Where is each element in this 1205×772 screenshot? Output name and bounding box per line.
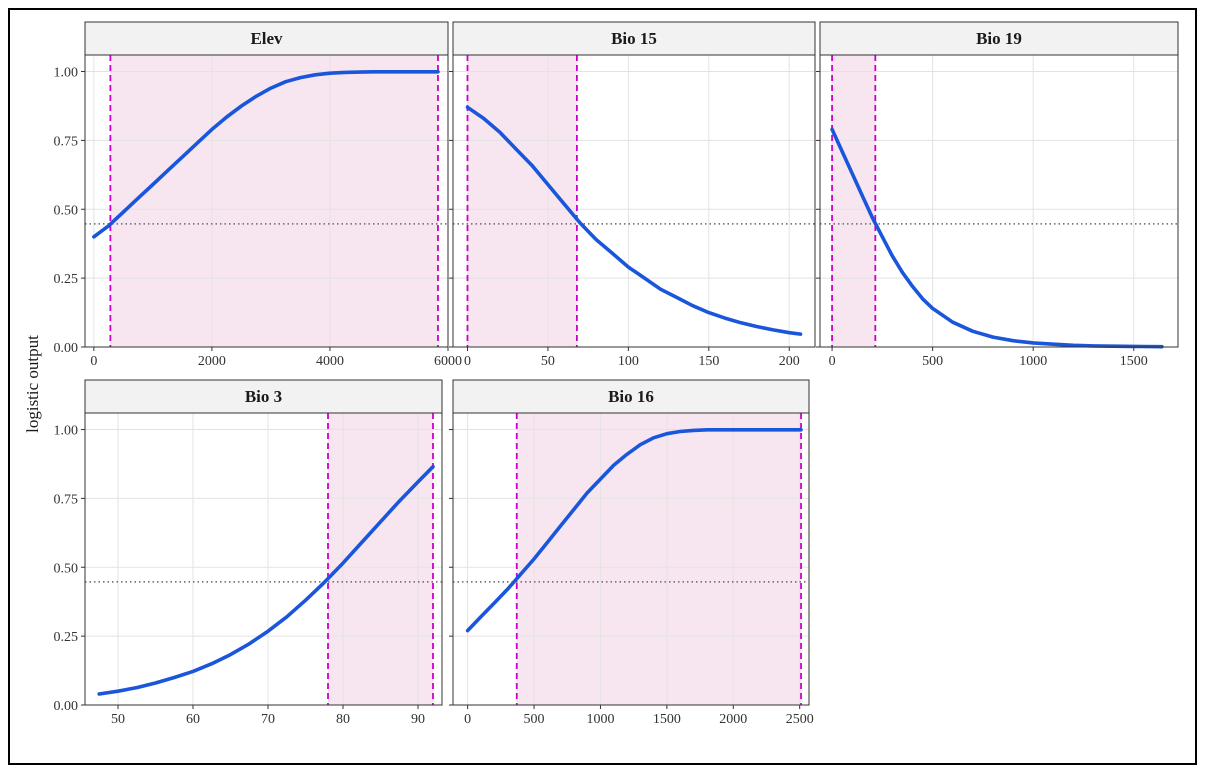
x-tick-label: 200 — [779, 354, 800, 369]
x-tick-label: 150 — [698, 354, 719, 369]
panel-strip — [819, 21, 1179, 56]
y-tick-label: 1.00 — [54, 424, 79, 439]
y-tick-label: 0.75 — [54, 134, 79, 149]
panel-title: Bio 3 — [245, 387, 282, 406]
x-tick-label: 60 — [186, 712, 200, 727]
x-tick-label: 1500 — [653, 712, 681, 727]
x-tick-label: 4000 — [316, 354, 344, 369]
y-tick-label: 0.25 — [54, 272, 79, 287]
response-curve — [92, 70, 440, 239]
panel-1: Bio 15 0 50 100 150 200 — [449, 21, 816, 369]
response-curve — [465, 105, 803, 336]
y-tick-label: 1.00 — [54, 66, 79, 81]
panel-strip — [452, 379, 810, 414]
x-tick-label: 2500 — [786, 712, 814, 727]
x-tick-label: 100 — [618, 354, 639, 369]
plot-area — [820, 55, 1178, 347]
panel-0: Elev 0 2000 4000 6000 0.00 0.25 0.50 0.75 1.00 — [54, 21, 462, 369]
panel-title: Elev — [250, 29, 283, 48]
shaded-range — [467, 55, 577, 347]
x-tick-label: 500 — [922, 354, 943, 369]
x-tick-label: 0 — [464, 354, 471, 369]
x-tick-label: 1000 — [586, 712, 614, 727]
x-tick-label: 500 — [524, 712, 545, 727]
x-tick-label: 2000 — [198, 354, 226, 369]
x-tick-label: 0 — [464, 712, 471, 727]
panel-3: Bio 3 50 60 70 80 90 0.00 0.25 0.50 0.75 1.00 — [54, 379, 443, 727]
y-axis-label: logistic output — [23, 335, 42, 433]
y-tick-label: 0.00 — [54, 341, 79, 356]
panel-title: Bio 16 — [608, 387, 654, 406]
panel-border — [84, 54, 449, 348]
shaded-range — [110, 55, 438, 347]
response-curve — [465, 428, 803, 633]
panel-strip — [84, 21, 449, 56]
x-tick-label: 1500 — [1120, 354, 1148, 369]
x-tick-label: 2000 — [719, 712, 747, 727]
shaded-range — [328, 413, 433, 705]
x-tick-label: 50 — [111, 712, 125, 727]
y-tick-label: 0.00 — [54, 699, 79, 714]
response-curve — [830, 127, 1164, 349]
y-tick-label: 0.75 — [54, 492, 79, 507]
y-tick-label: 0.25 — [54, 630, 79, 645]
x-tick-label: 0 — [829, 354, 836, 369]
shaded-range — [832, 55, 876, 347]
panel-4: Bio 16 0 500 1000 1500 2000 2500 — [449, 379, 814, 727]
panel-title: Bio 19 — [976, 29, 1022, 48]
panel-border — [452, 412, 810, 706]
panel-border — [84, 412, 443, 706]
response-curve — [97, 464, 435, 696]
x-tick-label: 0 — [90, 354, 97, 369]
panel-border — [452, 54, 816, 348]
y-tick-label: 0.50 — [54, 203, 79, 218]
x-tick-label: 50 — [541, 354, 555, 369]
panel-2: Bio 19 0 500 1000 1500 — [816, 21, 1179, 369]
panel-strip — [84, 379, 443, 414]
x-tick-label: 90 — [411, 712, 425, 727]
panel-strip — [452, 21, 816, 56]
y-tick-label: 0.50 — [54, 561, 79, 576]
x-tick-label: 6000 — [434, 354, 462, 369]
panel-title: Bio 15 — [611, 29, 657, 48]
panel-border — [819, 54, 1179, 348]
x-tick-label: 70 — [261, 712, 275, 727]
x-tick-label: 80 — [336, 712, 350, 727]
shaded-range — [516, 413, 802, 705]
x-tick-label: 1000 — [1019, 354, 1047, 369]
